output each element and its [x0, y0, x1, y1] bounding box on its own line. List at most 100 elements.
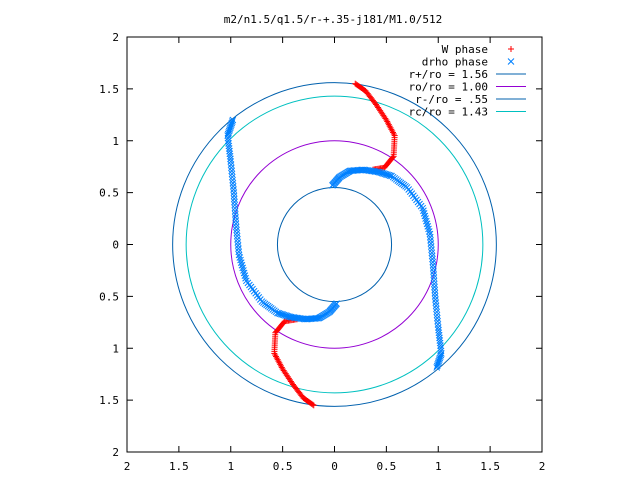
data-point-s2-85-d2: [428, 246, 435, 254]
x-tick-label: 1: [435, 460, 442, 473]
data-point-s2-170-d2: [287, 313, 295, 321]
data-point-s2-237-d2: [228, 167, 236, 175]
data-point-s2-260-d2: [229, 116, 237, 124]
data-point-s2-103-d2: [432, 302, 440, 310]
data-point-s2-104-d2: [433, 305, 440, 313]
data-series: [224, 80, 445, 409]
data-point-s2-217-d2: [233, 229, 241, 237]
data-point-s2-216-d2: [233, 232, 241, 240]
data-point-s2-96-d2: [430, 280, 438, 288]
x-tick-label: 1.5: [169, 460, 189, 473]
data-point-s2-129: [433, 364, 441, 371]
data-point-s2-213-d2: [234, 242, 242, 249]
x-tick-label: 0.5: [376, 460, 396, 473]
plot-border: [126, 36, 543, 453]
legend-swatch-1: [508, 46, 514, 52]
legend-label-5: r-/ro = .55: [415, 93, 488, 106]
data-point-s2-224-d2: [231, 207, 239, 215]
data-point-s2-70-d2: [419, 204, 427, 212]
data-point-s2-174-d2: [282, 312, 289, 319]
data-point-s2-41-d2: [376, 168, 383, 176]
data-point-s2-89-d2: [429, 258, 437, 266]
legend-label-1: W phase: [442, 43, 488, 56]
data-point-s2-233-d2: [229, 179, 237, 187]
data-point-s2-206-d2: [238, 261, 246, 269]
data-point-s2-200-d2: [242, 277, 250, 285]
data-point-s2-176-d2: [279, 311, 287, 318]
data-point-s2-210-d2: [235, 251, 243, 259]
data-point-s2-101-d2: [432, 296, 439, 303]
data-point-s2-107-d2: [433, 314, 441, 322]
data-point-s2-223-d2: [231, 211, 239, 218]
data-point-s2-209-d2: [236, 254, 244, 261]
data-point-s2-259: [228, 118, 236, 125]
data-point-s2-177-d2: [278, 310, 285, 318]
data-point-s2-260: [229, 116, 237, 124]
data-point-s2-83-d2: [427, 240, 435, 247]
data-point-s2-79-d2: [425, 228, 433, 235]
data-point-s2-97-d2: [431, 283, 438, 291]
data-point-s2-221-d2: [232, 217, 240, 224]
data-point-s2-228-d2: [230, 195, 238, 203]
data-point-s2-207-d2: [237, 259, 245, 267]
data-point-s2-39-d2: [373, 168, 380, 176]
data-point-s2-48-d2: [385, 171, 393, 179]
legend-label-6: rc/ro = 1.43: [409, 106, 488, 119]
y-tick-label: 1.5: [99, 394, 119, 407]
legend-swatch-2: [507, 58, 515, 65]
data-point-s2-108-d2: [434, 317, 441, 325]
data-point-s2-169-d2: [289, 313, 296, 321]
legend-label-2: drho phase: [422, 56, 488, 69]
y-tick-label: 0.5: [99, 290, 119, 303]
data-point-s2-42-d2: [377, 169, 385, 177]
y-tick-label: 2: [112, 446, 119, 459]
data-point-s2-98-d2: [431, 286, 439, 294]
data-point-s2-226-d2: [231, 201, 239, 209]
data-point-s2-236-d2: [228, 170, 236, 178]
x-tick-label: 0.5: [273, 460, 293, 473]
data-point-s2-214-d2: [234, 239, 242, 246]
y-tick-label: 0.5: [99, 187, 119, 200]
data-point-s2-205-d2: [239, 264, 247, 272]
data-point-s2-81-d2: [426, 233, 434, 241]
axis-ticks: 2 1.5 1 0.5 0 0.5 1 1.5 221.510.500.511.52: [99, 31, 545, 473]
data-point-s2-46-d2: [382, 171, 390, 178]
data-point-s2-232-d2: [229, 183, 237, 190]
data-point-s2-218-d2: [233, 226, 240, 234]
data-point-s2-40-d2: [374, 168, 382, 176]
data-point-s2-82-d2: [427, 236, 434, 244]
data-point-s2-227-d2: [231, 198, 238, 206]
data-point-s2-212-d2: [235, 245, 242, 253]
data-point-s2-215-d2: [234, 235, 241, 243]
data-point-s2-94-d2: [430, 274, 438, 282]
data-point-s2-173-d2: [283, 312, 291, 320]
data-point-s2-90-d2: [429, 261, 437, 269]
data-point-s2-234-d2: [229, 176, 236, 184]
data-point-s2-172-d2: [284, 312, 292, 320]
y-tick-label: 2: [112, 31, 119, 44]
data-point-s2-102-d2: [432, 299, 440, 306]
reference-circle-2: [230, 140, 439, 349]
data-point-s2-203-d2: [240, 269, 248, 277]
x-tick-label: 2: [124, 460, 131, 473]
data-point-s2-71-d2: [420, 207, 427, 215]
data-point-s2-72-d2: [420, 210, 428, 217]
x-tick-label: 2: [539, 460, 546, 473]
data-point-s2-109-d2: [434, 321, 442, 328]
data-point-s2-201-d2: [242, 274, 249, 282]
data-point-s2-238-d2: [228, 164, 235, 172]
data-point-s2-49-d2: [386, 172, 394, 179]
data-point-s2-86-d2: [428, 249, 436, 257]
x-tick-label: 0: [331, 460, 338, 473]
reference-circles: [172, 82, 497, 407]
x-tick-label: 1.5: [480, 460, 500, 473]
data-point-s2-80-d2: [426, 230, 434, 238]
data-point-s2-78-d2: [425, 225, 432, 233]
reference-circle-4: [185, 95, 484, 394]
data-point-s2-259-d2: [228, 118, 236, 125]
reference-circle-1: [172, 82, 497, 407]
data-point-s2-220-d2: [232, 220, 240, 228]
data-point-s2-73-d2: [421, 212, 429, 220]
